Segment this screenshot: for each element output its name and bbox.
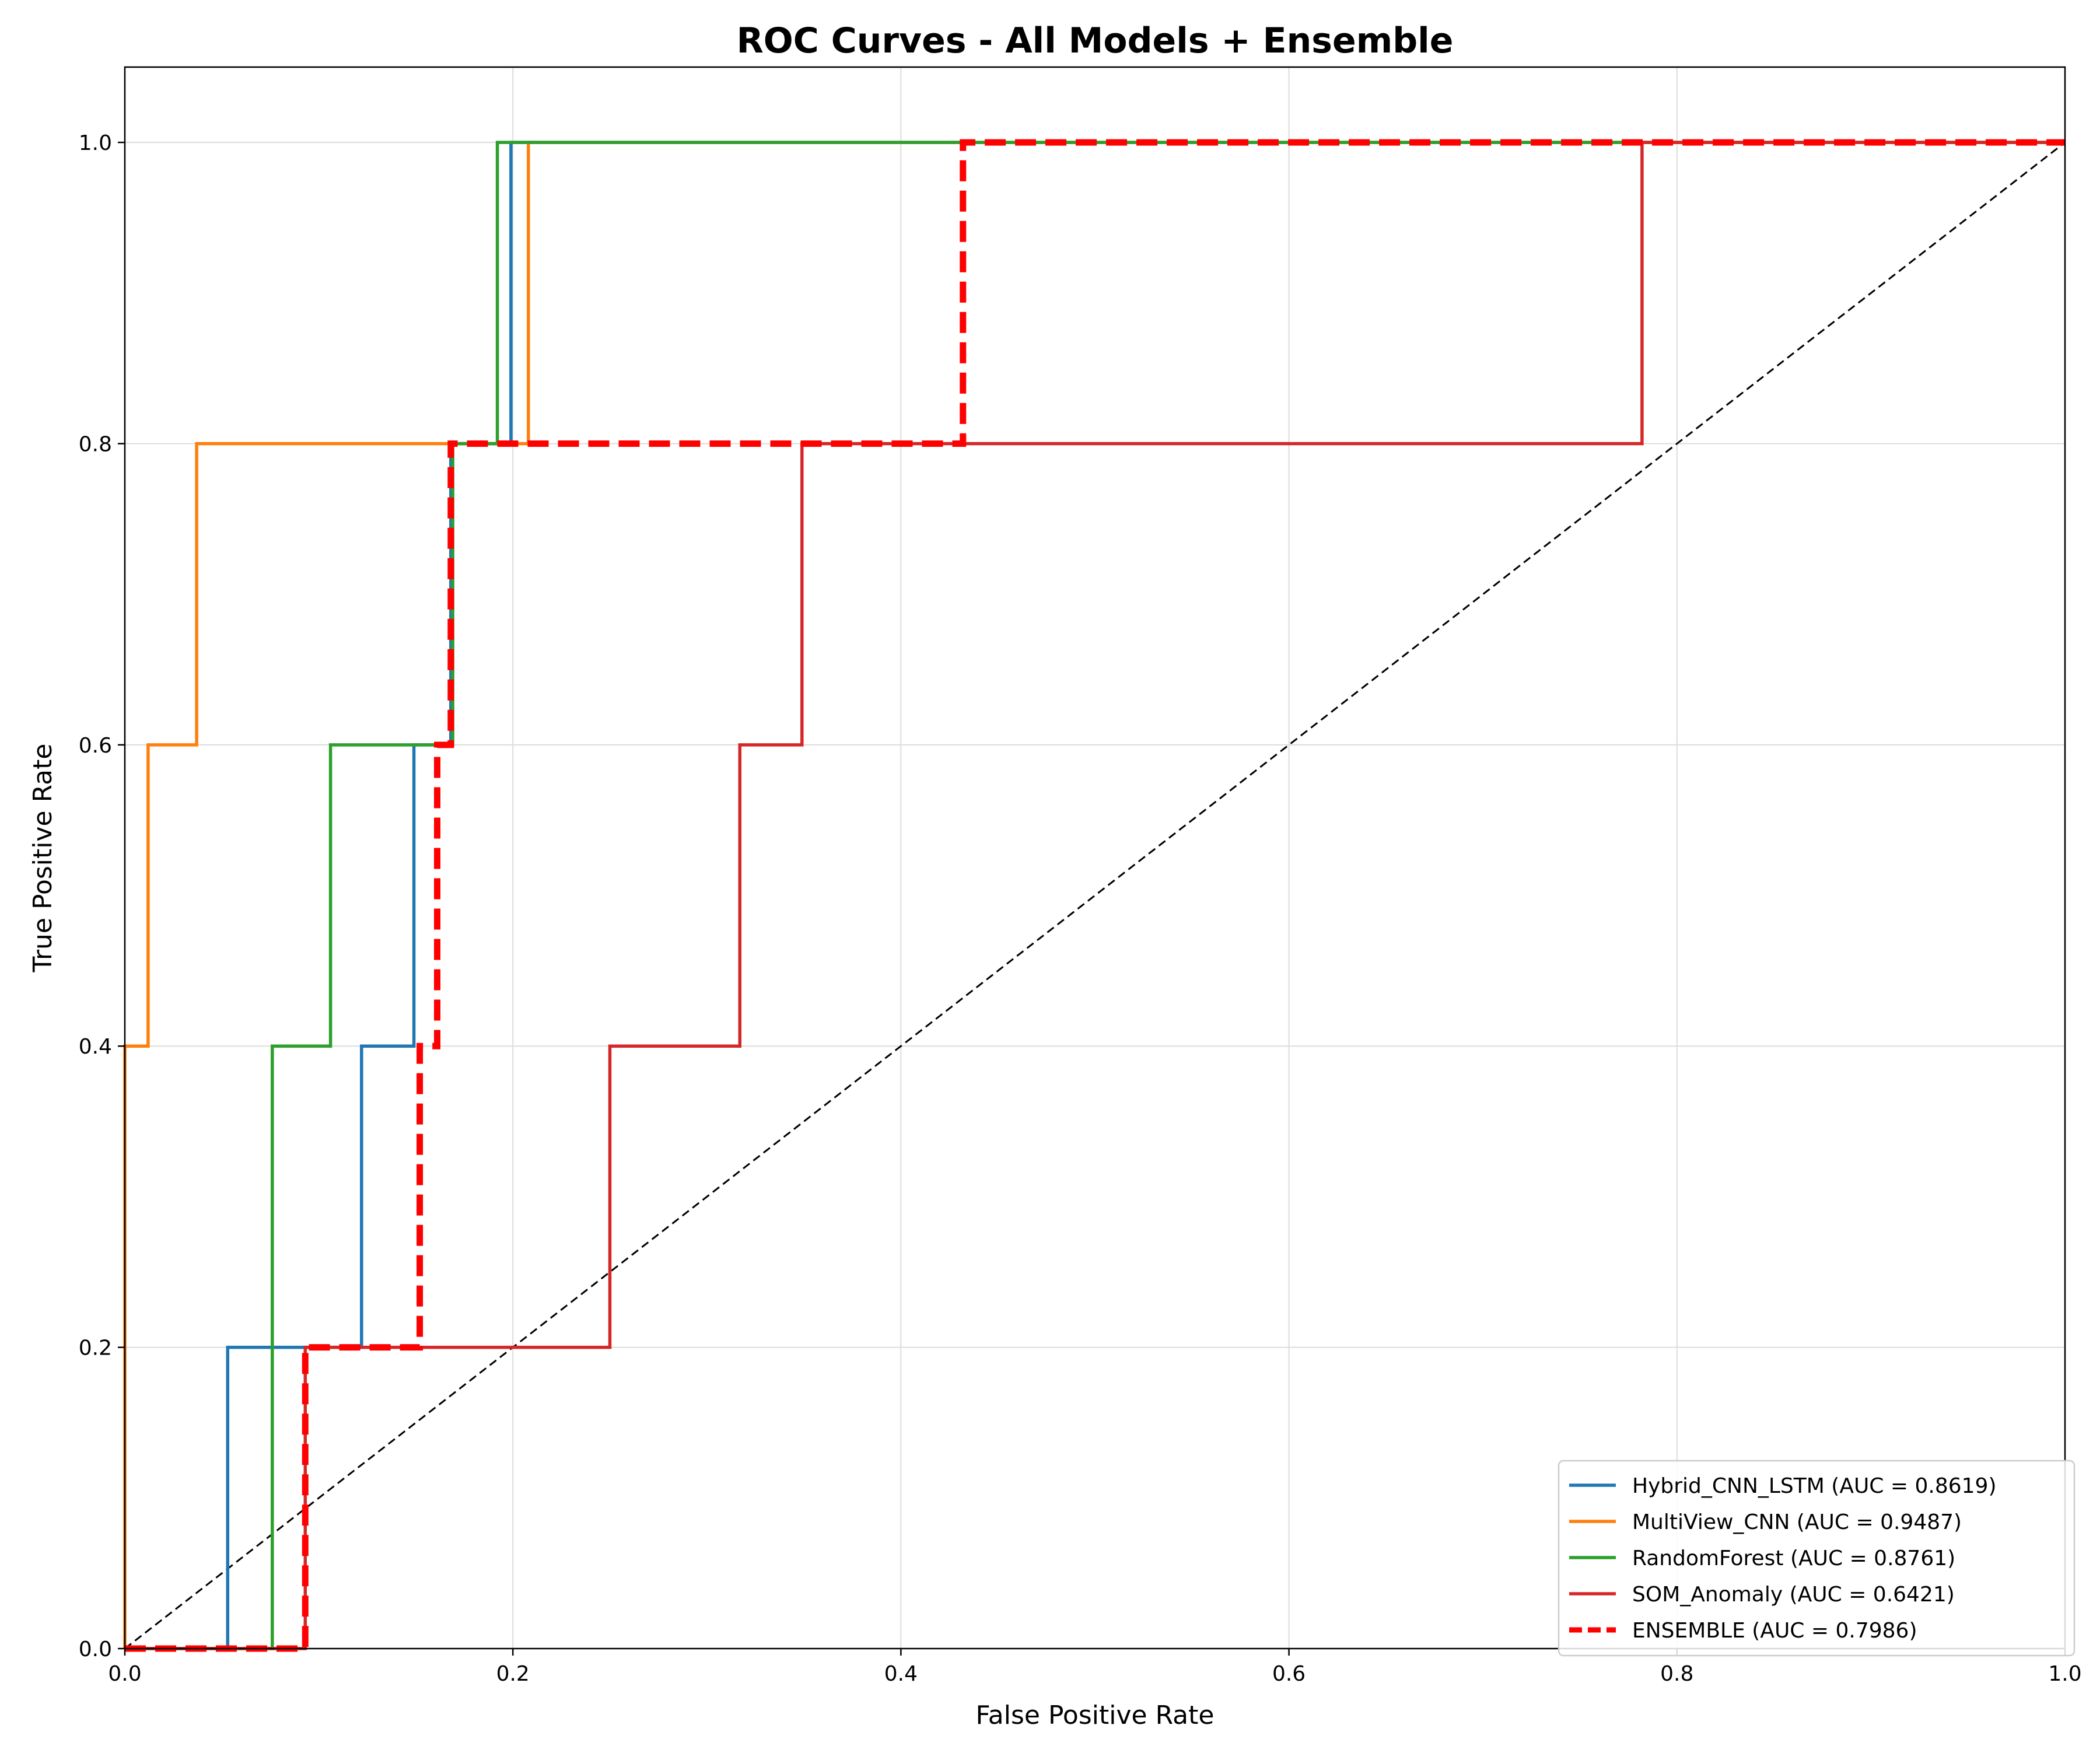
legend-entry-label: Hybrid_CNN_LSTM (AUC = 0.8619) (1632, 1474, 1997, 1498)
x-axis-label: False Positive Rate (976, 1700, 1214, 1730)
y-tick-label: 1.0 (79, 131, 112, 155)
roc-curve-line (125, 141, 2065, 1650)
legend-entry-label: ENSEMBLE (AUC = 0.7986) (1632, 1619, 1917, 1643)
x-tick-label: 0.2 (496, 1662, 530, 1686)
x-tick-label: 0.0 (108, 1662, 141, 1686)
roc-curve-line (123, 141, 2065, 1649)
legend-entry-label: RandomForest (AUC = 0.8761) (1632, 1546, 1955, 1570)
y-tick-label: 0.6 (79, 734, 112, 758)
legend-entry-label: MultiView_CNN (AUC = 0.9487) (1632, 1510, 1962, 1534)
y-tick-label: 0.0 (79, 1637, 112, 1661)
x-tick-label: 0.4 (884, 1662, 918, 1686)
random-baseline-line (124, 141, 2066, 1650)
series-lines (123, 139, 2066, 1652)
legend: Hybrid_CNN_LSTM (AUC = 0.8619) MultiView_… (1558, 1460, 2076, 1657)
y-axis-label: True Positive Rate (28, 744, 58, 973)
ensemble-curve-line (125, 139, 2065, 1652)
plot-frame (124, 66, 2066, 1650)
roc-curve-line (125, 141, 2065, 1650)
y-tick-label: 0.8 (79, 432, 112, 456)
legend-box (1558, 1460, 2076, 1657)
ticks: 0.0 0.2 0.4 0.6 0.8 1.0 0.0 0.2 0.4 0.6 0.8 1.0 (79, 131, 2082, 1686)
legend-entry-label: SOM_Anomaly (AUC = 0.6421) (1632, 1583, 1955, 1607)
x-tick-label: 1.0 (2048, 1662, 2081, 1686)
x-tick-label: 0.8 (1660, 1662, 1693, 1686)
y-tick-label: 0.2 (79, 1336, 112, 1360)
y-tick-label: 0.4 (79, 1035, 112, 1059)
x-tick-label: 0.6 (1272, 1662, 1306, 1686)
chart-title: ROC Curves - All Models + Ensemble (737, 20, 1454, 61)
